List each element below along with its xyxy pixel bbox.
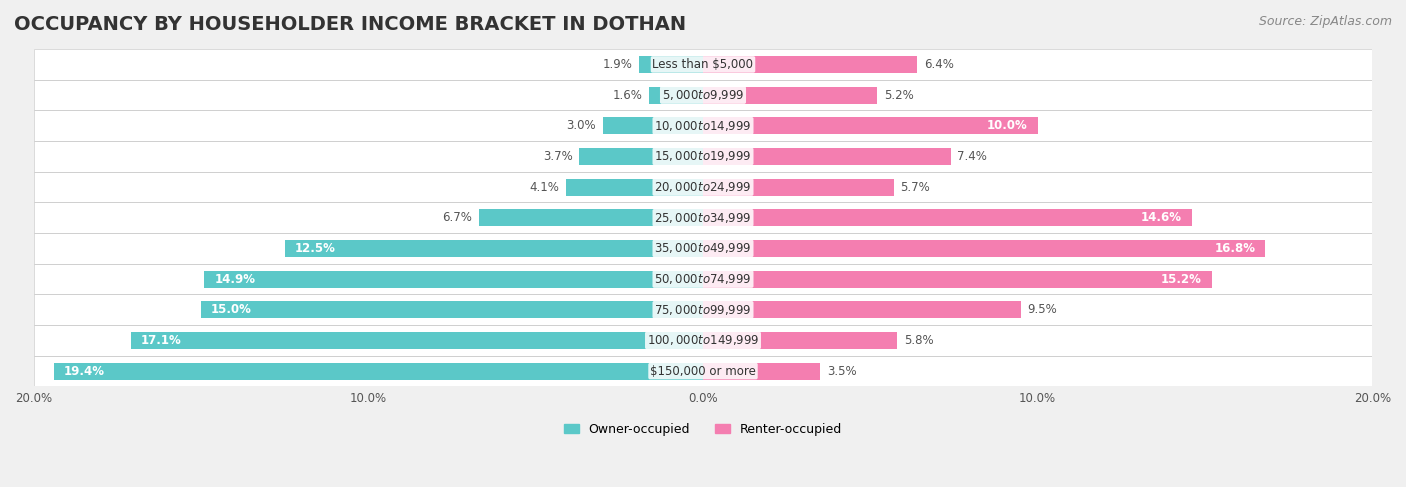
- Bar: [34, 203, 1372, 233]
- Bar: [703, 363, 820, 379]
- Bar: [34, 80, 1372, 111]
- Bar: [703, 148, 950, 165]
- Bar: [34, 233, 1372, 264]
- Bar: [579, 148, 703, 165]
- Text: 7.4%: 7.4%: [957, 150, 987, 163]
- Bar: [34, 80, 1372, 111]
- Text: 12.5%: 12.5%: [295, 242, 336, 255]
- Bar: [640, 56, 703, 73]
- Text: 5.2%: 5.2%: [884, 89, 914, 102]
- Text: 3.7%: 3.7%: [543, 150, 572, 163]
- Bar: [34, 325, 1372, 356]
- Text: $150,000 or more: $150,000 or more: [650, 365, 756, 377]
- Bar: [34, 295, 1372, 325]
- Text: $100,000 to $149,999: $100,000 to $149,999: [647, 334, 759, 347]
- Bar: [703, 240, 1265, 257]
- Text: 6.7%: 6.7%: [441, 211, 472, 224]
- Bar: [34, 49, 1372, 80]
- Bar: [703, 271, 1212, 287]
- Bar: [703, 117, 1038, 134]
- Bar: [34, 203, 1372, 233]
- Text: 14.6%: 14.6%: [1140, 211, 1181, 224]
- Bar: [204, 271, 703, 287]
- Bar: [603, 117, 703, 134]
- Bar: [565, 179, 703, 195]
- Text: 19.4%: 19.4%: [63, 365, 104, 377]
- Text: 9.5%: 9.5%: [1028, 303, 1057, 316]
- Bar: [131, 332, 703, 349]
- Text: $5,000 to $9,999: $5,000 to $9,999: [662, 88, 744, 102]
- Text: 15.2%: 15.2%: [1161, 273, 1202, 285]
- Text: $20,000 to $24,999: $20,000 to $24,999: [654, 180, 752, 194]
- Text: 15.0%: 15.0%: [211, 303, 252, 316]
- Bar: [703, 179, 894, 195]
- Text: $10,000 to $14,999: $10,000 to $14,999: [654, 119, 752, 133]
- Text: 17.1%: 17.1%: [141, 334, 181, 347]
- Bar: [34, 264, 1372, 295]
- Text: 3.0%: 3.0%: [567, 119, 596, 132]
- Text: $25,000 to $34,999: $25,000 to $34,999: [654, 211, 752, 225]
- Text: Source: ZipAtlas.com: Source: ZipAtlas.com: [1258, 15, 1392, 28]
- Bar: [34, 111, 1372, 141]
- Bar: [34, 111, 1372, 141]
- Text: 5.8%: 5.8%: [904, 334, 934, 347]
- Text: 1.6%: 1.6%: [613, 89, 643, 102]
- Bar: [34, 172, 1372, 203]
- Bar: [34, 356, 1372, 386]
- Text: OCCUPANCY BY HOUSEHOLDER INCOME BRACKET IN DOTHAN: OCCUPANCY BY HOUSEHOLDER INCOME BRACKET …: [14, 15, 686, 34]
- Bar: [34, 356, 1372, 386]
- Text: Less than $5,000: Less than $5,000: [652, 58, 754, 71]
- Bar: [34, 295, 1372, 325]
- Bar: [703, 56, 917, 73]
- Bar: [650, 87, 703, 104]
- Text: $35,000 to $49,999: $35,000 to $49,999: [654, 242, 752, 255]
- Bar: [34, 49, 1372, 80]
- Bar: [703, 87, 877, 104]
- Bar: [703, 332, 897, 349]
- Bar: [34, 172, 1372, 203]
- Text: 16.8%: 16.8%: [1215, 242, 1256, 255]
- Bar: [703, 209, 1192, 226]
- Legend: Owner-occupied, Renter-occupied: Owner-occupied, Renter-occupied: [558, 418, 848, 441]
- Text: 10.0%: 10.0%: [987, 119, 1028, 132]
- Text: 14.9%: 14.9%: [214, 273, 256, 285]
- Bar: [284, 240, 703, 257]
- Bar: [34, 141, 1372, 172]
- Bar: [34, 325, 1372, 356]
- Text: 6.4%: 6.4%: [924, 58, 953, 71]
- Text: 5.7%: 5.7%: [900, 181, 931, 193]
- Bar: [478, 209, 703, 226]
- Text: $15,000 to $19,999: $15,000 to $19,999: [654, 150, 752, 164]
- Bar: [34, 233, 1372, 264]
- Text: 1.9%: 1.9%: [603, 58, 633, 71]
- Text: $50,000 to $74,999: $50,000 to $74,999: [654, 272, 752, 286]
- Text: 4.1%: 4.1%: [529, 181, 560, 193]
- Text: $75,000 to $99,999: $75,000 to $99,999: [654, 303, 752, 317]
- Bar: [53, 363, 703, 379]
- Bar: [34, 264, 1372, 295]
- Bar: [34, 141, 1372, 172]
- Text: 3.5%: 3.5%: [827, 365, 856, 377]
- Bar: [201, 301, 703, 318]
- Bar: [703, 301, 1021, 318]
